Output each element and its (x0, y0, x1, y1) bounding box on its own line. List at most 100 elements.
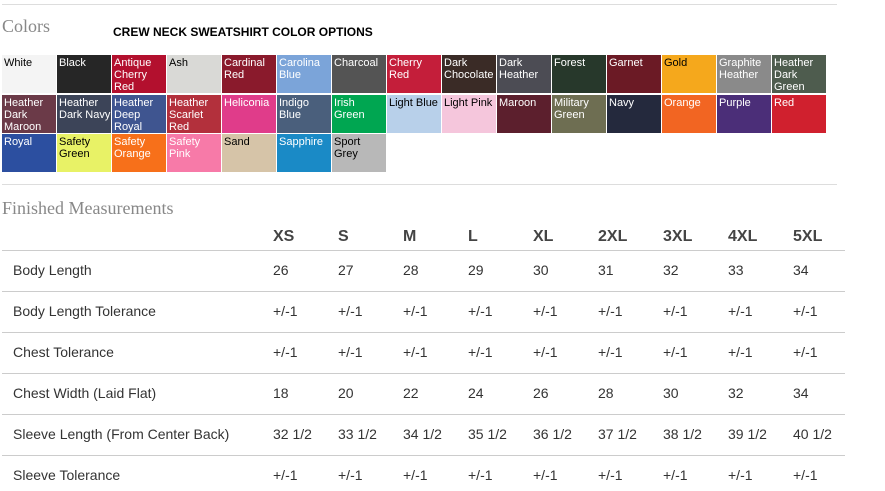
color-swatch: Safety Green (57, 134, 111, 172)
color-swatch: Sapphire (277, 134, 331, 172)
cell-value: +/-1 (598, 344, 623, 360)
row-divider (2, 250, 845, 251)
cell-value: 38 1/2 (663, 426, 702, 442)
color-swatch: Sport Grey (332, 134, 386, 172)
cell-value: +/-1 (598, 303, 623, 319)
cell-value: 22 (403, 385, 419, 401)
cell-value: 33 1/2 (338, 426, 377, 442)
cell-value: 29 (468, 262, 484, 278)
cell-value: 35 1/2 (468, 426, 507, 442)
size-header: XL (533, 228, 554, 245)
divider (2, 184, 837, 185)
color-swatch: Cardinal Red (222, 55, 276, 93)
size-header: 3XL (663, 228, 693, 245)
cell-value: 27 (338, 262, 354, 278)
cell-value: 39 1/2 (728, 426, 767, 442)
cell-value: +/-1 (273, 303, 298, 319)
color-swatch: Dark Chocolate (442, 55, 496, 93)
divider (2, 4, 837, 5)
cell-value: +/-1 (533, 467, 558, 483)
color-swatch: Antique Cherry Red (112, 55, 166, 93)
cell-value: 32 (663, 262, 679, 278)
cell-value: 37 1/2 (598, 426, 637, 442)
cell-value: 30 (533, 262, 549, 278)
cell-value: +/-1 (728, 303, 753, 319)
colors-heading: Colors (2, 16, 51, 36)
color-swatch: Indigo Blue (277, 94, 331, 133)
size-header: S (338, 228, 349, 245)
row-divider (2, 414, 845, 415)
cell-value: +/-1 (403, 467, 428, 483)
cell-value: 40 1/2 (793, 426, 832, 442)
row-divider (2, 332, 845, 333)
cell-value: +/-1 (793, 467, 818, 483)
cell-value: 26 (533, 385, 549, 401)
color-swatch: Charcoal (332, 55, 386, 93)
color-swatch: Sand (222, 134, 276, 172)
color-swatch: Navy (607, 94, 661, 133)
cell-value: +/-1 (663, 303, 688, 319)
cell-value: 34 (793, 385, 809, 401)
color-swatch: Orange (662, 94, 716, 133)
row-label: Body Length Tolerance (13, 303, 156, 319)
size-header: 4XL (728, 228, 758, 245)
color-swatch: Garnet (607, 55, 661, 93)
row-label: Body Length (13, 262, 92, 278)
cell-value: 32 1/2 (273, 426, 312, 442)
color-swatch: Heather Dark Maroon (2, 94, 56, 133)
color-swatch: Red (772, 94, 826, 133)
color-swatch: Safety Pink (167, 134, 221, 172)
color-swatch: Light Pink (442, 94, 496, 133)
cell-value: 28 (598, 385, 614, 401)
color-swatch: Heliconia (222, 94, 276, 133)
row-divider (2, 291, 845, 292)
cell-value: +/-1 (728, 344, 753, 360)
cell-value: 28 (403, 262, 419, 278)
color-swatch: Light Blue (387, 94, 441, 133)
row-label: Chest Width (Laid Flat) (13, 385, 157, 401)
cell-value: 24 (468, 385, 484, 401)
cell-value: +/-1 (533, 344, 558, 360)
cell-value: +/-1 (338, 344, 363, 360)
cell-value: 31 (598, 262, 614, 278)
cell-value: 34 1/2 (403, 426, 442, 442)
cell-value: +/-1 (273, 467, 298, 483)
size-header: 2XL (598, 228, 628, 245)
color-swatch: Heather Scarlet Red (167, 94, 221, 133)
measurements-heading: Finished Measurements (2, 198, 174, 218)
color-swatch: Purple (717, 94, 771, 133)
color-swatch: Heather Dark Navy (57, 94, 111, 133)
cell-value: 18 (273, 385, 289, 401)
cell-value: +/-1 (663, 344, 688, 360)
color-swatch: Military Green (552, 94, 606, 133)
cell-value: 26 (273, 262, 289, 278)
cell-value: +/-1 (793, 303, 818, 319)
color-swatch: Black (57, 55, 111, 93)
cell-value: +/-1 (273, 344, 298, 360)
color-swatch: Heather Deep Royal (112, 94, 166, 133)
cell-value: +/-1 (468, 303, 493, 319)
color-swatch: Carolina Blue (277, 55, 331, 93)
row-divider (2, 455, 845, 456)
row-label: Chest Tolerance (13, 344, 114, 360)
cell-value: 32 (728, 385, 744, 401)
row-label: Sleeve Tolerance (13, 467, 121, 483)
cell-value: +/-1 (403, 303, 428, 319)
color-swatch: Dark Heather (497, 55, 551, 93)
color-swatch: Gold (662, 55, 716, 93)
cell-value: 34 (793, 262, 809, 278)
color-swatch: Royal (2, 134, 56, 172)
color-swatch: Safety Orange (112, 134, 166, 172)
cell-value: +/-1 (403, 344, 428, 360)
color-swatch: Graphite Heather (717, 55, 771, 93)
size-header: 5XL (793, 228, 823, 245)
cell-value: 33 (728, 262, 744, 278)
cell-value: +/-1 (468, 467, 493, 483)
color-swatch: Maroon (497, 94, 551, 133)
cell-value: 20 (338, 385, 354, 401)
cell-value: +/-1 (598, 467, 623, 483)
color-swatch: Cherry Red (387, 55, 441, 93)
color-swatch: Irish Green (332, 94, 386, 133)
color-swatch: Heather Dark Green (772, 55, 826, 93)
